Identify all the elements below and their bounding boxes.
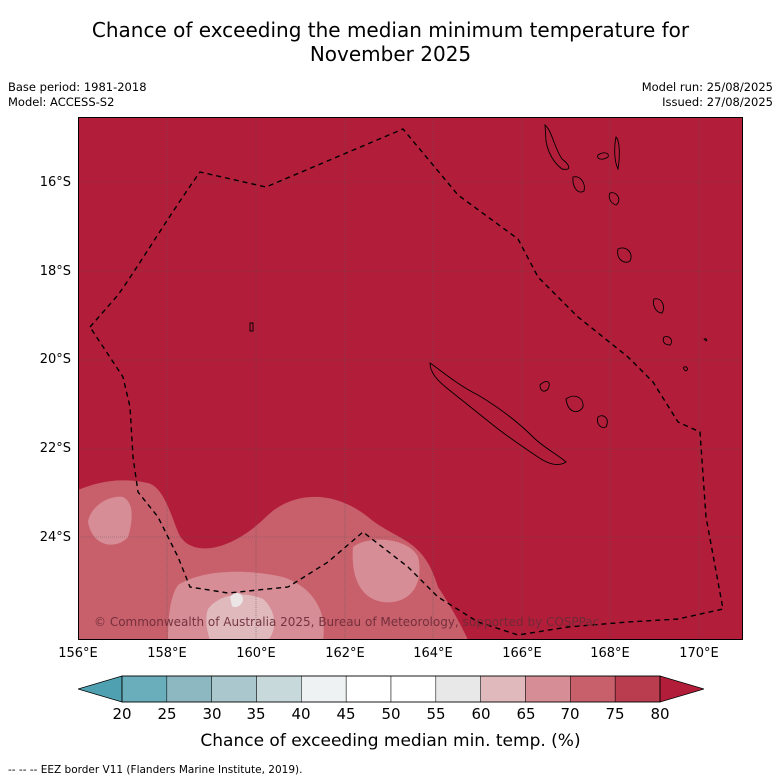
y-tick-22s: 22°S — [39, 441, 71, 456]
eez-legend: -- -- -- EEZ border V11 (Flanders Marine… — [8, 764, 303, 776]
aneityum — [662, 336, 673, 346]
colorbar-segment — [256, 675, 302, 703]
chesterfield-islet — [249, 322, 254, 332]
loyalty-isle-2 — [565, 395, 584, 413]
title-line-2: November 2025 — [309, 42, 472, 66]
colorbar-label-30: 30 — [202, 705, 222, 723]
matthew-islet — [683, 366, 688, 372]
x-tick-160e: 160°E — [236, 646, 276, 661]
meta-right: Model run: 25/08/2025 Issued: 27/08/2025 — [642, 80, 773, 110]
y-tick-24s: 24°S — [39, 530, 71, 545]
colorbar-label-35: 35 — [246, 705, 266, 723]
colorbar-label-50: 50 — [381, 705, 401, 723]
issued-text: Issued: 27/08/2025 — [662, 95, 773, 109]
x-tick-164e: 164°E — [413, 646, 453, 661]
colorbar-segment — [525, 675, 571, 703]
contour-65-70-c — [88, 496, 132, 545]
x-tick-168e: 168°E — [590, 646, 630, 661]
colorbar-label-80: 80 — [650, 705, 670, 723]
colorbar-segment — [301, 675, 347, 703]
contour-60-65 — [206, 594, 275, 640]
hunter-islet — [703, 338, 708, 342]
colorbar-label-55: 55 — [426, 705, 446, 723]
colorbar-high-extend — [659, 675, 704, 703]
espiritu-santo — [544, 123, 570, 170]
colorbar-segment — [570, 675, 616, 703]
probability-map: © Commonwealth of Australia 2025, Bureau… — [78, 117, 743, 640]
contour-65-70-b — [352, 539, 420, 603]
colorbar-label-75: 75 — [605, 705, 625, 723]
x-tick-170e: 170°E — [679, 646, 719, 661]
colorbar-segment — [211, 675, 257, 703]
ambae — [597, 152, 609, 160]
colorbar — [78, 675, 704, 703]
colorbar-label-25: 25 — [157, 705, 177, 723]
y-tick-20s: 20°S — [39, 352, 71, 367]
colorbar-label-20: 20 — [112, 705, 132, 723]
meta-left: Base period: 1981-2018 Model: ACCESS-S2 — [8, 80, 147, 110]
tanna — [653, 298, 665, 314]
eez-border — [89, 128, 724, 636]
colorbar-segments — [121, 675, 661, 703]
x-tick-162e: 162°E — [325, 646, 365, 661]
colorbar-segment — [345, 675, 392, 703]
colorbar-segment — [166, 675, 212, 703]
colorbar-label-60: 60 — [471, 705, 491, 723]
coastlines — [249, 123, 708, 465]
colorbar-segment — [390, 675, 437, 703]
colorbar-label-45: 45 — [336, 705, 356, 723]
x-tick-166e: 166°E — [502, 646, 542, 661]
x-tick-156e: 156°E — [58, 646, 98, 661]
colorbar-label-65: 65 — [516, 705, 536, 723]
colorbar-segment — [480, 675, 526, 703]
new-caledonia — [429, 362, 567, 465]
colorbar-low-extend — [78, 675, 123, 703]
contour-55-60 — [230, 593, 243, 608]
model-run-text: Model run: 25/08/2025 — [641, 80, 773, 94]
maewo — [614, 136, 620, 171]
malekula — [572, 176, 585, 193]
graticule — [78, 117, 743, 640]
copyright-text: © Commonwealth of Australia 2025, Bureau… — [94, 615, 599, 629]
colorbar-label-70: 70 — [560, 705, 580, 723]
model-text: Model: ACCESS-S2 — [8, 95, 115, 109]
x-tick-158e: 158°E — [147, 646, 187, 661]
colorbar-segment — [121, 675, 168, 703]
loyalty-isle-1 — [539, 381, 550, 392]
erromango — [617, 247, 632, 263]
colorbar-title: Chance of exceeding median min. temp. (%… — [200, 731, 581, 751]
title-line-1: Chance of exceeding the median minimum t… — [91, 18, 690, 42]
base-period-text: Base period: 1981-2018 — [8, 80, 147, 94]
page-title: Chance of exceeding the median minimum t… — [0, 18, 781, 66]
colorbar-segment — [435, 675, 481, 703]
loyalty-isle-3 — [597, 415, 608, 428]
efate — [608, 192, 620, 206]
colorbar-segment — [614, 675, 661, 703]
colorbar-label-40: 40 — [291, 705, 311, 723]
y-tick-18s: 18°S — [39, 264, 71, 279]
y-tick-16s: 16°S — [39, 175, 71, 190]
